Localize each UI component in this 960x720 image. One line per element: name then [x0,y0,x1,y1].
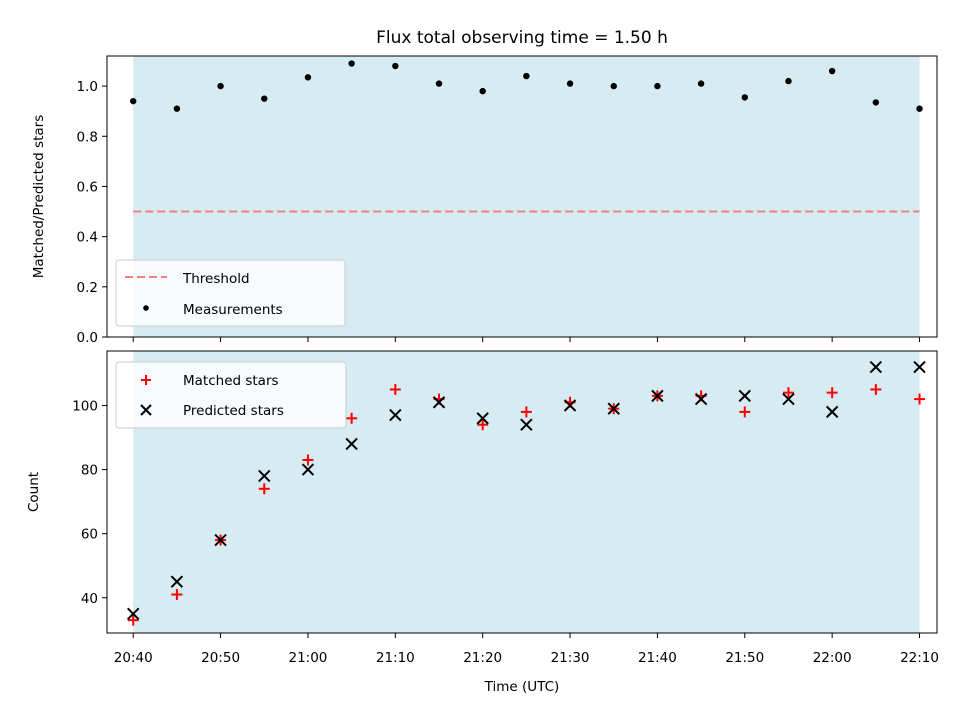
ratio-axes-frame [106,55,938,338]
measurement-point [261,95,268,102]
y-tick-label: 0.4 [77,230,98,246]
matched-star-point [826,387,838,399]
predicted-star-point [607,402,620,415]
x-tick-label: 21:00 [288,650,327,666]
y-tick-label: 60 [81,527,98,543]
predicted-star-point [651,389,664,403]
x-tick-label: 20:40 [114,650,153,666]
predicted-star-point [214,533,227,547]
predicted-star-point [432,396,446,409]
count-y-ticks: 40 60 80 100 [72,398,107,607]
predicted-star-point [694,392,708,406]
count-y-axis-label: Count [26,472,42,512]
x-tick-label: 21:30 [551,650,590,666]
predicted-star-point [258,469,271,483]
predicted-star-point [389,408,402,422]
y-tick-label: 0.0 [77,330,98,346]
measurement-point [523,72,530,80]
matched-star-point [258,483,270,495]
matched-star-point [127,614,139,626]
y-tick-label: 1.0 [77,79,98,95]
legend-box [115,361,347,429]
measurement-point [697,80,705,87]
legend-matched-swatch [141,375,151,385]
legend-box [115,259,346,327]
count-points [127,360,926,626]
x-tick-label: 22:00 [813,650,852,666]
measurement-point [173,105,181,112]
x-tick-label: 21:40 [638,650,677,666]
predicted-star-point [913,360,926,374]
legend-predicted-swatch [140,404,152,416]
matched-star-point [346,412,358,424]
legend-measurement-label: Measurements [183,302,283,318]
predicted-star-point [170,575,184,588]
ratio-legend: Threshold Measurements [115,259,346,327]
x-tick-label: 21:50 [725,650,764,666]
ratio-panel: 0.0 0.2 0.4 0.6 0.8 1.0 Flux total observing … [31,28,938,346]
predicted-star-point [127,607,140,620]
measurement-point [435,80,443,87]
measurement-point [348,60,355,67]
matched-star-point [782,387,794,399]
predicted-star-point [476,412,489,425]
matched-star-point [389,383,401,395]
y-tick-label: 40 [81,591,98,607]
y-tick-label: 100 [72,398,98,414]
count-x-ticks: 20:40 20:50 21:00 21:10 21:20 21:30 21:40 21:50… [114,633,939,666]
measurement-point [479,87,486,95]
matched-star-point [870,383,882,395]
count-legend: Matched stars Predicted stars [115,361,347,429]
y-tick-label: 0.8 [77,129,98,145]
legend-predicted-label: Predicted stars [183,403,284,419]
ratio-x-ticks [132,337,921,342]
legend-measurement-swatch [143,305,149,311]
matched-star-point [914,393,926,405]
count-panel: 40 60 80 100 20:40 20:50 21:00 21:10 21:20 21:30… [26,350,939,695]
chart-title: Flux total observing time = 1.50 h [376,28,668,48]
measurement-point [566,80,574,87]
legend-matched-label: Matched stars [183,373,279,389]
measurement-point [654,82,661,90]
measurement-point [610,82,617,90]
ratio-y-axis-label: Matched/Predicted stars [31,115,47,278]
measurement-point [217,82,224,90]
predicted-star-point [563,399,577,412]
predicted-star-point [825,405,839,419]
legend-threshold-label: Threshold [182,271,250,287]
x-tick-label: 22:10 [900,650,939,666]
y-tick-label: 0.2 [77,280,98,296]
count-axes-frame [106,350,938,634]
predicted-star-point [345,437,358,451]
x-tick-label: 21:10 [376,650,415,666]
measurement-point [304,74,312,81]
predicted-star-point [301,463,315,476]
matched-star-point [477,419,489,431]
predicted-star-point [869,360,883,374]
y-tick-label: 80 [81,463,98,479]
x-tick-label: 21:20 [463,650,502,666]
measurement-point [741,94,748,101]
measurement-point [392,62,399,70]
predicted-star-point [782,392,795,406]
ratio-y-ticks: 0.0 0.2 0.4 0.6 0.8 1.0 [77,79,107,346]
measurement-point [130,97,137,105]
measurement-point [872,99,880,106]
matched-star-point [302,454,314,466]
x-tick-label: 20:50 [201,650,240,666]
predicted-star-point [520,418,533,431]
measurement-point [828,67,836,75]
matched-star-point [171,589,183,601]
matched-star-point [520,406,532,418]
measurement-points [130,60,923,112]
y-tick-label: 0.6 [77,179,98,195]
measurement-point [785,77,792,85]
predicted-star-point [738,389,751,403]
measurement-point [916,105,923,112]
x-axis-label: Time (UTC) [484,679,560,695]
matched-star-point [739,406,751,418]
